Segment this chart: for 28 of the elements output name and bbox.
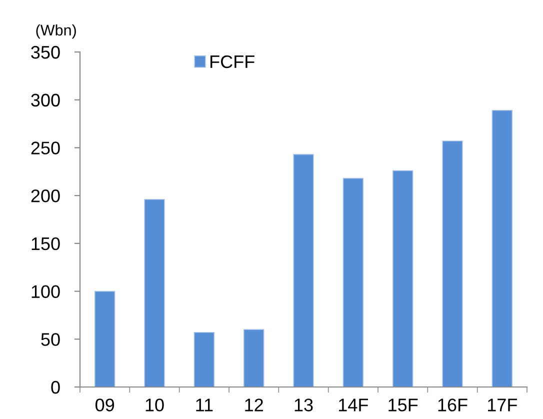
y-tick-label: 300: [31, 94, 60, 107]
x-tick-label: 14F: [338, 398, 368, 412]
y-tick-label: 50: [41, 333, 60, 346]
bar: [194, 332, 215, 387]
legend-label: FCFF: [210, 55, 254, 68]
y-tick-label: 200: [31, 190, 60, 202]
x-tick-label: 17F: [488, 398, 517, 412]
bar: [492, 110, 513, 387]
x-tick-label: 09: [96, 398, 114, 412]
x-tick-label: 11: [196, 398, 213, 412]
y-tick-label: 250: [31, 142, 60, 154]
y-tick-label: 0: [51, 380, 60, 394]
bar: [342, 178, 364, 387]
bar: [144, 198, 165, 387]
y-tick-label: 150: [32, 237, 60, 250]
y-tick-label: 100: [32, 285, 60, 298]
x-tick-label: 15F: [388, 398, 418, 412]
y-axis-title: (Wbn): [36, 24, 76, 39]
x-tick-label: 16F: [438, 398, 468, 412]
x-tick-label: 13: [294, 398, 313, 412]
x-tick-label: 10: [146, 398, 164, 412]
bar: [94, 290, 116, 387]
bar: [243, 329, 264, 387]
bar: [442, 140, 463, 387]
bar: [293, 154, 314, 387]
y-tick-label: 350: [31, 46, 60, 59]
bar: [392, 170, 414, 387]
x-tick-label: 12: [245, 398, 263, 412]
